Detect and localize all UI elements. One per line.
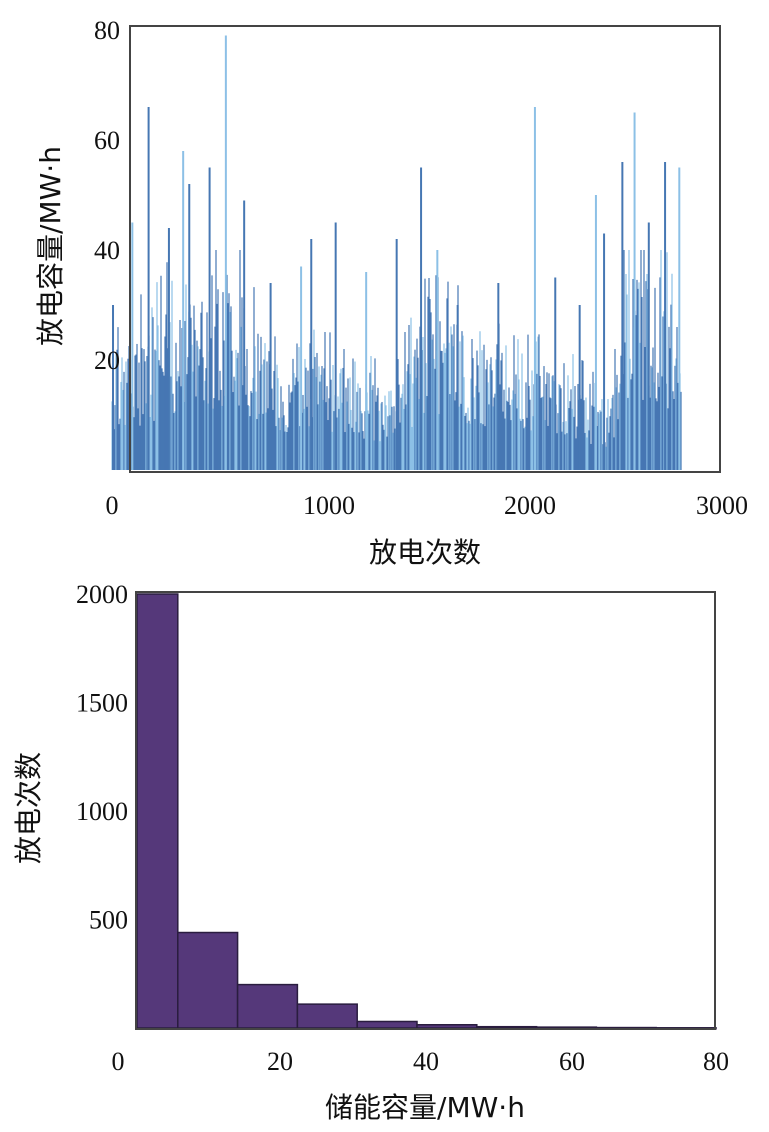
bottom-y-axis-title: 放电次数 [12, 752, 45, 864]
top-x-tick-label: 2000 [504, 491, 556, 520]
top-x-tick-label: 3000 [696, 491, 748, 520]
bottom-y-tick-label: 1500 [76, 689, 128, 718]
bottom-x-tick-label: 40 [413, 1047, 439, 1076]
bottom-x-tick-label: 60 [559, 1047, 585, 1076]
bottom-x-axis-title: 储能容量/MW·h [325, 1091, 525, 1124]
histogram-bars [136, 593, 717, 1030]
top-y-tick-label: 80 [94, 16, 120, 45]
top-x-tick-label: 1000 [303, 491, 355, 520]
bottom-y-ticks: 500 1000 1500 2000 [76, 580, 128, 935]
top-x-tick-label: 0 [106, 491, 119, 520]
bottom-x-ticks: 0 20 40 60 80 [112, 1047, 730, 1076]
top-plot-frame [129, 25, 721, 473]
histogram-bar [416, 1023, 478, 1029]
bottom-y-tick-label: 1000 [76, 797, 128, 826]
histogram-bar [356, 1020, 418, 1029]
bottom-x-tick-label: 0 [112, 1047, 125, 1076]
bottom-chart: 500 1000 1500 2000 0 20 40 60 80 储能容量/MW… [12, 580, 729, 1124]
top-y-ticks: 20 40 60 80 [94, 16, 120, 375]
top-chart: 20 40 60 80 0 1000 2000 3000 放电次数 放电容量/M… [34, 16, 748, 569]
top-y-tick-label: 20 [94, 346, 120, 375]
histogram-bar [535, 1026, 598, 1029]
top-y-axis-title: 放电容量/MW·h [34, 146, 67, 346]
bottom-y-tick-label: 2000 [76, 580, 128, 609]
top-series-discharge-capacity [111, 35, 682, 470]
top-y-tick-label: 60 [94, 126, 120, 155]
histogram-bar [236, 983, 299, 1029]
histogram-bar [136, 593, 179, 1029]
top-y-tick-label: 40 [94, 236, 120, 265]
histogram-bar [476, 1025, 538, 1029]
bottom-x-tick-label: 80 [703, 1047, 729, 1076]
top-x-ticks: 0 1000 2000 3000 [106, 491, 749, 520]
histogram-bar [296, 1003, 358, 1029]
top-x-axis-title: 放电次数 [369, 536, 481, 569]
bottom-plot-frame [135, 591, 716, 1030]
bottom-y-tick-label: 500 [89, 906, 128, 935]
bottom-x-tick-label: 20 [267, 1047, 293, 1076]
histogram-bar [177, 931, 239, 1029]
